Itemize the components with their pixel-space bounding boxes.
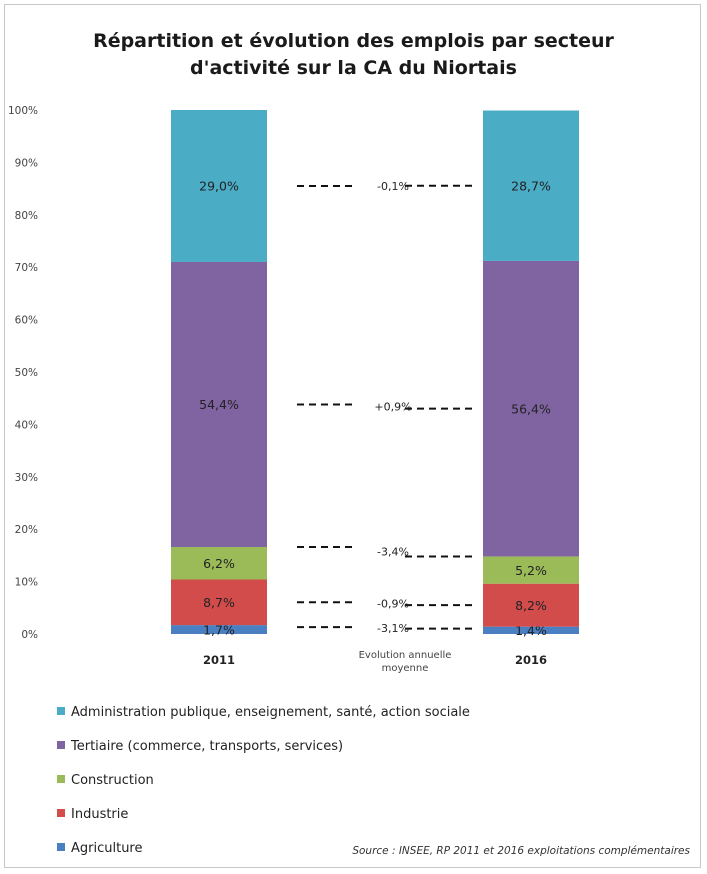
- data-label: 28,7%: [511, 178, 551, 193]
- legend-swatch: [57, 775, 65, 783]
- y-tick-label: 0%: [21, 629, 38, 641]
- chart-title-line-1: Répartition et évolution des emplois par…: [93, 30, 614, 52]
- bar-segment-tertiaire-2011: [171, 261, 267, 548]
- evolution-label: -3,1%: [377, 622, 409, 635]
- y-tick-label: 80%: [15, 210, 38, 222]
- data-label: 54,4%: [199, 397, 239, 412]
- bar-segment-agriculture-2011: [171, 625, 267, 634]
- data-label: 56,4%: [511, 401, 551, 416]
- bar-segment-construction-2011: [171, 547, 267, 580]
- y-tick-label: 70%: [15, 262, 38, 274]
- legend-label: Tertiaire (commerce, transports, service…: [71, 739, 344, 754]
- data-label: 8,7%: [203, 595, 235, 610]
- legend-label: Agriculture: [71, 841, 143, 856]
- legend-item: Construction: [57, 773, 154, 788]
- legend-item: Agriculture: [57, 841, 143, 856]
- data-label: 1,4%: [515, 623, 547, 638]
- data-label: 1,7%: [203, 622, 235, 637]
- evolution-label: -3,4%: [377, 546, 409, 559]
- legend-label: Industrie: [71, 807, 129, 822]
- y-tick-label: 90%: [15, 157, 38, 169]
- y-tick-label: 60%: [15, 315, 38, 327]
- source-note: Source : INSEE, RP 2011 et 2016 exploita…: [352, 845, 690, 857]
- bar-segment-administration-2016: [483, 110, 579, 261]
- legend-label: Administration publique, enseignement, s…: [71, 705, 470, 720]
- bar-segment-industrie-2016: [483, 583, 579, 627]
- y-tick-label: 50%: [15, 367, 38, 379]
- legend-swatch: [57, 843, 65, 851]
- x-category-label-middle: moyenne: [382, 663, 429, 674]
- chart-title-line-2: d'activité sur la CA du Niortais: [190, 57, 517, 79]
- evolution-label: -0,9%: [377, 598, 409, 611]
- x-category-label: 2011: [203, 653, 235, 667]
- bar-segment-agriculture-2016: [483, 626, 579, 634]
- y-tick-label: 20%: [15, 524, 38, 536]
- data-label: 5,2%: [515, 563, 547, 578]
- x-category-label: 2016: [515, 653, 547, 667]
- legend-swatch: [57, 809, 65, 817]
- chart-frame: [4, 4, 701, 868]
- bar-segment-tertiaire-2016: [483, 260, 579, 557]
- bar-segment-administration-2011: [171, 110, 267, 262]
- legend-item: Administration publique, enseignement, s…: [57, 705, 470, 720]
- evolution-label: +0,9%: [374, 401, 411, 414]
- evolution-label: -0,1%: [377, 180, 409, 193]
- data-label: 8,2%: [515, 598, 547, 613]
- chart-title: Répartition et évolution des emplois par…: [0, 28, 707, 82]
- x-category-label-middle: Evolution annuelle: [359, 650, 452, 661]
- legend-swatch: [57, 707, 65, 715]
- y-tick-label: 30%: [15, 472, 38, 484]
- y-tick-label: 40%: [15, 419, 38, 431]
- y-tick-label: 10%: [15, 577, 38, 589]
- legend-item: Tertiaire (commerce, transports, service…: [57, 739, 343, 754]
- data-label: 6,2%: [203, 556, 235, 571]
- bar-segment-construction-2016: [483, 556, 579, 584]
- legend-swatch: [57, 741, 65, 749]
- legend-item: Industrie: [57, 807, 128, 822]
- y-tick-label: 100%: [8, 105, 38, 117]
- bar-segment-industrie-2011: [171, 579, 267, 626]
- data-label: 29,0%: [199, 179, 239, 194]
- legend-label: Construction: [71, 773, 154, 788]
